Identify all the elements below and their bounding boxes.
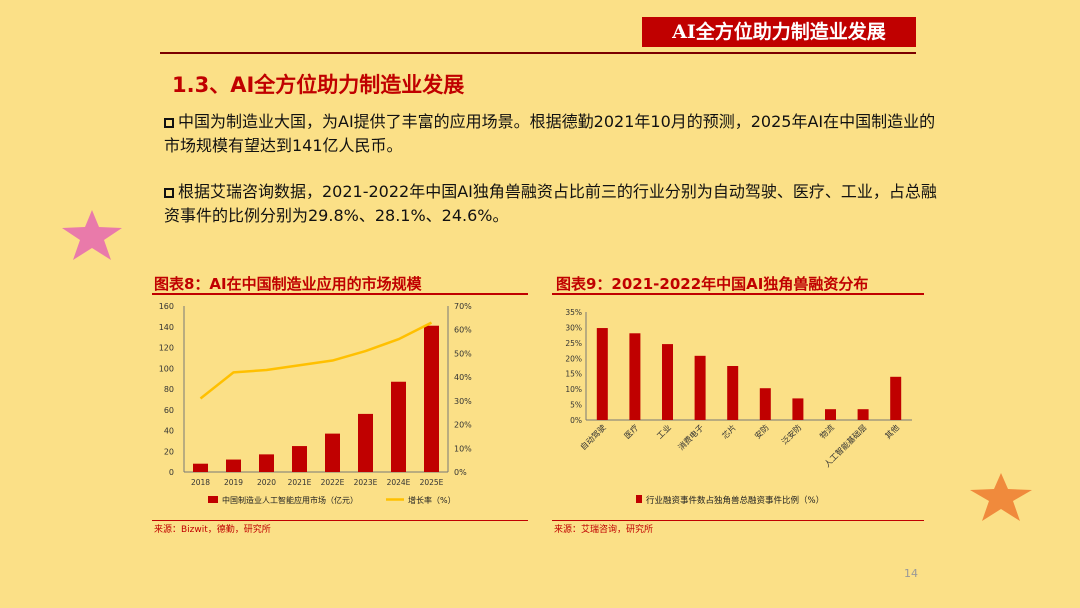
chart-9-bar <box>662 344 673 420</box>
chart-8-legend-line-label: 增长率（%） <box>408 495 456 505</box>
paragraph-1: 中国为制造业大国，为AI提供了丰富的应用场景。根据德勤2021年10月的预测，2… <box>164 110 944 158</box>
pink-star-icon <box>62 210 122 260</box>
chart-9-bar <box>694 355 706 420</box>
chart-9-unicorn-financing: 0% 5% 10% 15% 20% 25% 30% 35% 自动驾驶 医疗 工业 消费电子 芯片 安防 泛安… <box>565 308 912 506</box>
chart-8-x-tick-label: 2021E <box>288 478 312 487</box>
chart-8-growth-line <box>199 321 433 400</box>
chart-8-source-divider <box>152 520 528 521</box>
chart-8-x-tick-label: 2024E <box>387 478 411 487</box>
chart-9-x-tick-label: 自动驾驶 <box>578 422 608 452</box>
chart-8-market-size: 0 20 40 60 80 100 120 140 160 0% 10% 20% 30% 40% 50% 60… <box>159 302 472 505</box>
chart-9-legend-label: 行业融资事件数占独角兽总融资事件比例（%） <box>646 495 824 506</box>
chart-8-left-tick-label: 100 <box>159 364 174 373</box>
chart-8-bar <box>391 381 406 472</box>
chart-8-left-tick-label: 0 <box>169 468 174 477</box>
chart-8-caption: 图表8：AI在中国制造业应用的市场规模 <box>154 275 422 293</box>
chart-8-x-tick-label: 2019 <box>224 478 243 487</box>
chart-8-legend-bar-swatch <box>208 496 218 503</box>
chart-8-right-tick-label: 30% <box>454 397 472 406</box>
chart-9-y-tick-label: 25% <box>565 339 582 348</box>
chart-8-x-tick-label: 2025E <box>420 478 444 487</box>
chart-9-bar <box>629 333 641 420</box>
chart-8-right-tick-label: 10% <box>454 444 472 453</box>
chart-9-bar <box>759 388 771 420</box>
chart-9-y-tick-label: 30% <box>565 323 582 332</box>
chart-9-caption: 图表9：2021-2022年中国AI独角兽融资分布 <box>556 275 869 293</box>
chart-8-bar <box>325 433 340 472</box>
chart-8-left-tick-label: 40 <box>164 427 174 436</box>
chart-9-x-tick-label: 消费电子 <box>676 422 706 452</box>
chart-9-x-tick-label: 安防 <box>752 422 770 440</box>
chart-9-bar <box>792 398 804 420</box>
chart-8-left-tick-label: 140 <box>159 323 174 332</box>
paragraph-2-text: 根据艾瑞咨询数据，2021-2022年中国AI独角兽融资占比前三的行业分别为自动… <box>164 182 937 225</box>
chart-8-right-tick-label: 20% <box>454 421 472 430</box>
chart-9-bar <box>857 409 869 420</box>
chart-9-y-tick-label: 0% <box>570 416 582 425</box>
chart-8-source: 来源：Bizwit，德勤，研究所 <box>154 525 271 535</box>
chart-9-x-tick-label: 医疗 <box>622 422 640 440</box>
paragraph-2: 根据艾瑞咨询数据，2021-2022年中国AI独角兽融资占比前三的行业分别为自动… <box>164 180 944 228</box>
chart-8-bar <box>259 454 274 472</box>
chart-8-left-tick-label: 60 <box>164 406 174 415</box>
chart-9-bar <box>596 328 608 420</box>
paragraph-1-text: 中国为制造业大国，为AI提供了丰富的应用场景。根据德勤2021年10月的预测，2… <box>164 112 936 155</box>
page-number: 14 <box>904 567 918 580</box>
chart-9-x-tick-label: 其他 <box>883 422 901 440</box>
chart-8-left-tick-label: 160 <box>159 302 174 311</box>
chart-8-right-tick-label: 70% <box>454 302 472 311</box>
chart-8-right-tick-label: 50% <box>454 349 472 358</box>
chart-9-y-tick-label: 15% <box>565 370 582 379</box>
chart-9-y-tick-label: 20% <box>565 354 582 363</box>
chart-8-bar <box>358 413 373 472</box>
chart-9-bar <box>825 409 836 420</box>
chart-8-left-tick-label: 80 <box>164 385 174 394</box>
chart-8-bar <box>424 325 439 472</box>
chart-8-bar <box>292 446 307 472</box>
chart-8-divider <box>152 293 528 295</box>
chart-8-left-tick-label: 120 <box>159 344 174 353</box>
chart-8-right-tick-label: 60% <box>454 326 472 335</box>
chart-8-x-tick-label: 2020 <box>257 478 276 487</box>
chart-9-y-tick-label: 5% <box>570 401 582 410</box>
chart-9-source: 来源：艾瑞咨询，研究所 <box>554 525 654 535</box>
bullet-square-icon <box>164 188 174 198</box>
chart-9-divider <box>552 293 924 295</box>
chart-8-legend-bar-label: 中国制造业人工智能应用市场（亿元） <box>222 495 358 505</box>
chart-9-bar <box>727 366 739 420</box>
chart-9-source-divider <box>552 520 924 521</box>
chart-9-y-tick-label: 35% <box>565 308 582 317</box>
chart-8-x-tick-label: 2022E <box>321 478 345 487</box>
header-banner: AI全方位助力制造业发展 <box>642 17 916 47</box>
chart-9-y-tick-label: 10% <box>565 385 582 394</box>
chart-9-x-tick-label: 芯片 <box>720 422 738 440</box>
chart-8-bar <box>226 459 241 472</box>
section-title: 1.3、AI全方位助力制造业发展 <box>172 73 465 97</box>
chart-8-bar <box>193 463 208 472</box>
chart-8-left-tick-label: 20 <box>164 447 174 456</box>
chart-8-right-tick-label: 40% <box>454 373 472 382</box>
chart-9-x-tick-label: 泛安防 <box>779 422 803 446</box>
chart-9-bar <box>890 376 902 420</box>
chart-9-x-tick-label: 工业 <box>655 422 673 440</box>
orange-star-icon <box>970 473 1032 521</box>
bullet-square-icon <box>164 118 174 128</box>
chart-8-right-tick-label: 0% <box>454 468 467 477</box>
header-divider <box>160 52 916 54</box>
chart-8-x-tick-label: 2018 <box>191 478 210 487</box>
chart-9-x-tick-label: 物流 <box>818 422 836 440</box>
chart-8-x-tick-label: 2023E <box>354 478 378 487</box>
chart-9-legend-swatch <box>636 495 642 503</box>
